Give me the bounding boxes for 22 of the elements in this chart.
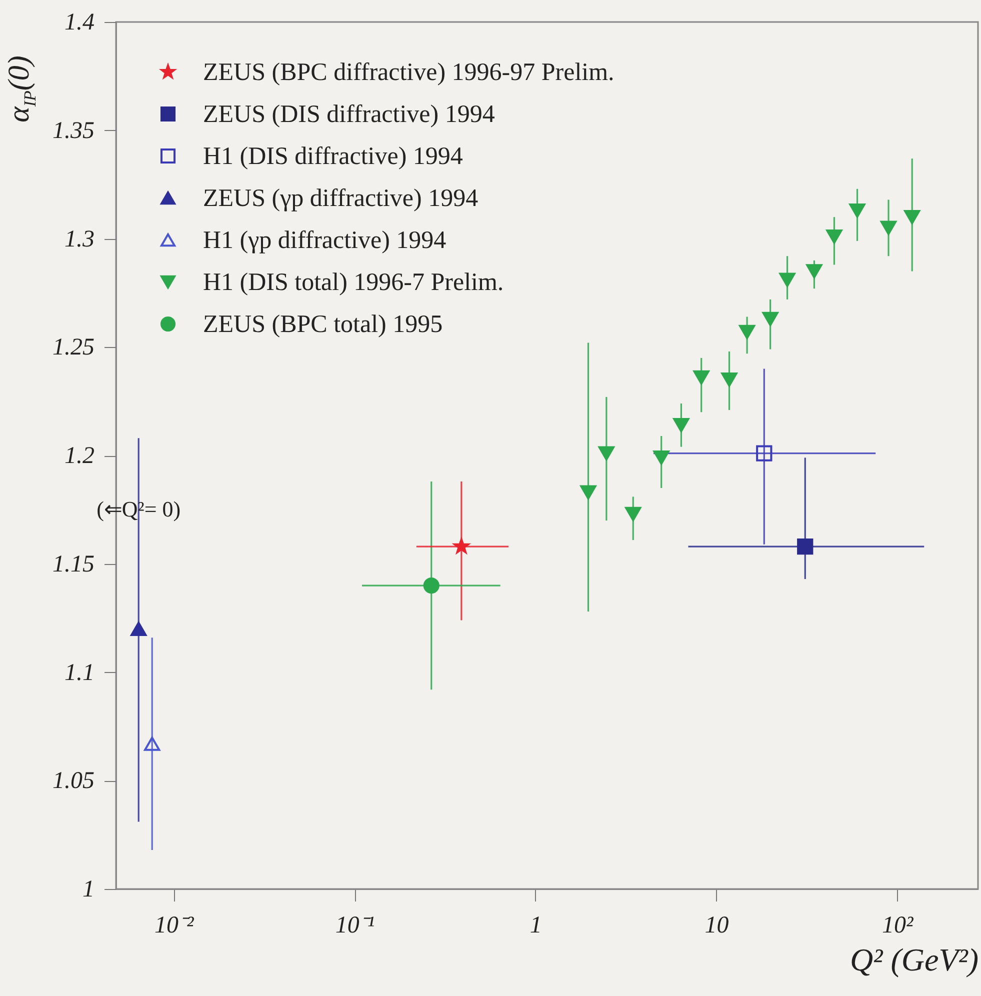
x-tick-label: 10 [704, 912, 729, 938]
x-axis-title: Q² (GeV²) [850, 942, 978, 978]
legend-label: ZEUS (γp diffractive) 1994 [203, 185, 479, 212]
y-tick-label: 1.1 [64, 660, 94, 686]
y-tick-label: 1 [82, 876, 94, 902]
legend-label: ZEUS (DIS diffractive) 1994 [203, 101, 496, 128]
x-tick-label: 10⁻² [154, 912, 195, 938]
y-tick-label: 1.15 [52, 551, 94, 578]
y-tick-label: 1.3 [64, 226, 94, 252]
legend-label: ZEUS (BPC total) 1995 [203, 311, 443, 338]
legend-label: H1 (DIS total) 1996-7 Prelim. [203, 269, 504, 296]
legend-label: H1 (γp diffractive) 1994 [203, 227, 447, 254]
y-tick-label: 1.35 [52, 118, 94, 144]
y-tick-label: 1.4 [64, 10, 94, 36]
legend-label: ZEUS (BPC diffractive) 1996-97 Prelim. [203, 59, 614, 86]
legend-label: H1 (DIS diffractive) 1994 [203, 143, 464, 170]
x-tick-label: 1 [530, 912, 542, 938]
x-tick-label: 10⁻¹ [335, 912, 375, 938]
y-tick-label: 1.05 [52, 768, 94, 794]
y-tick-label: 1.2 [64, 443, 94, 469]
y-tick-label: 1.25 [52, 334, 94, 361]
x-tick-label: 10² [882, 912, 914, 938]
